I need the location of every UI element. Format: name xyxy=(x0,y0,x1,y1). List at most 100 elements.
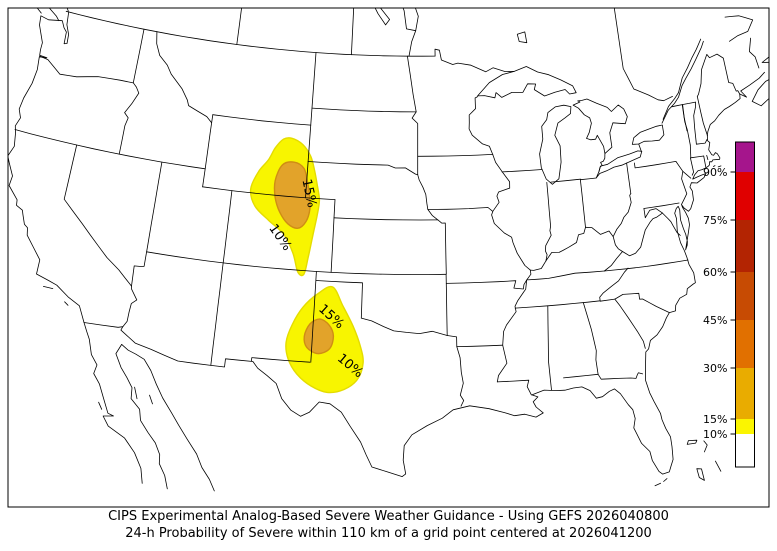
boundary-line xyxy=(307,161,419,176)
boundary-line xyxy=(202,186,336,200)
boundary-line xyxy=(572,98,628,154)
boundary-line xyxy=(585,193,632,237)
boundary-line xyxy=(717,165,722,168)
boundary-line xyxy=(118,28,145,155)
boundary-line xyxy=(315,280,363,319)
boundary-line xyxy=(597,372,643,380)
boundary-line xyxy=(456,346,465,407)
boundary-line xyxy=(686,439,698,445)
boundary-line xyxy=(305,52,317,199)
boundary-line xyxy=(64,301,69,306)
boundary-line xyxy=(14,129,206,170)
boundary-line xyxy=(310,271,317,363)
boundary-line xyxy=(696,53,741,97)
contour-label: 15% xyxy=(298,178,319,209)
colorbar-segment xyxy=(735,419,755,434)
contour-15-northern-high-plains xyxy=(273,161,311,229)
boundary-line xyxy=(643,208,646,219)
boundary-line xyxy=(644,208,663,219)
boundary-line xyxy=(693,101,697,145)
boundary-line xyxy=(351,8,355,56)
boundary-line xyxy=(456,344,504,347)
boundary-line xyxy=(333,217,439,221)
boundary-line xyxy=(626,162,632,194)
boundary-line xyxy=(121,344,215,492)
boundary-line xyxy=(98,401,103,410)
boundary-line xyxy=(614,298,646,349)
boundary-line xyxy=(703,440,708,453)
boundary-line xyxy=(210,190,233,366)
boundary-line xyxy=(662,38,702,120)
boundary-line xyxy=(675,161,688,205)
boundary-line xyxy=(613,8,673,102)
probability-contours xyxy=(249,137,364,394)
boundary-line xyxy=(131,161,163,287)
boundary-line xyxy=(63,144,138,328)
boundary-line xyxy=(66,8,69,12)
colorbar-segment xyxy=(735,172,755,220)
boundary-line xyxy=(8,11,741,477)
figure-caption: CIPS Experimental Analog-Based Severe We… xyxy=(0,509,777,542)
boundary-line xyxy=(36,8,42,14)
colorbar-tick-label: 60% xyxy=(703,266,727,279)
boundary-line xyxy=(545,182,552,262)
colorbar-segment xyxy=(735,220,755,272)
boundary-line xyxy=(477,66,577,99)
boundary-line xyxy=(539,104,572,185)
boundary-line xyxy=(514,300,601,309)
boundary-line xyxy=(408,30,417,57)
boundary-line xyxy=(703,155,707,168)
boundary-line xyxy=(604,251,623,272)
colorbar-border xyxy=(735,141,755,468)
boundary-line xyxy=(501,169,543,173)
boundary-line xyxy=(496,269,532,383)
boundary-line xyxy=(445,279,528,290)
colorbar-tick-label: 90% xyxy=(703,166,727,179)
caption-line-1: CIPS Experimental Analog-Based Severe We… xyxy=(108,509,669,524)
boundary-line xyxy=(445,273,448,336)
colorbar-segment xyxy=(735,434,755,467)
boundary-line xyxy=(579,178,586,228)
boundary-line xyxy=(682,104,688,132)
boundary-line xyxy=(468,96,494,155)
boundary-line xyxy=(427,207,493,212)
caption-line-2: 24-h Probability of Severe within 110 km… xyxy=(125,525,652,541)
boundary-line xyxy=(48,8,60,22)
colorbar-tick-label: 75% xyxy=(703,214,727,227)
boundary-line xyxy=(411,111,419,176)
colorbar-segment xyxy=(735,320,755,368)
boundary-line xyxy=(251,357,311,363)
boundary-line xyxy=(547,305,552,391)
boundary-line xyxy=(761,56,769,63)
boundary-line xyxy=(751,79,769,107)
boundary-line xyxy=(631,124,665,145)
boundary-line xyxy=(582,302,599,375)
boundary-line xyxy=(115,344,168,490)
boundary-line xyxy=(491,154,531,271)
boundary-line xyxy=(749,37,760,69)
boundary-line xyxy=(724,15,754,42)
boundary-line xyxy=(661,40,704,124)
boundary-line xyxy=(696,139,708,145)
boundary-line xyxy=(612,212,663,257)
boundary-line xyxy=(638,143,642,152)
boundary-line xyxy=(156,31,212,124)
boundary-line xyxy=(563,373,599,379)
boundary-line xyxy=(696,468,705,481)
boundary-line xyxy=(663,478,668,482)
boundary-line xyxy=(446,335,458,347)
boundary-line xyxy=(706,155,709,160)
boundary-line xyxy=(654,482,661,487)
boundary-line xyxy=(360,317,448,336)
colorbar-segment xyxy=(735,368,755,419)
boundary-line xyxy=(682,170,692,179)
boundary-line xyxy=(202,114,214,188)
boundary-line xyxy=(434,48,515,73)
map-frame xyxy=(7,7,770,508)
colorbar-segment xyxy=(735,142,755,172)
boundary-line xyxy=(643,202,680,209)
boundary-line xyxy=(634,161,677,169)
boundary-line xyxy=(146,251,447,275)
